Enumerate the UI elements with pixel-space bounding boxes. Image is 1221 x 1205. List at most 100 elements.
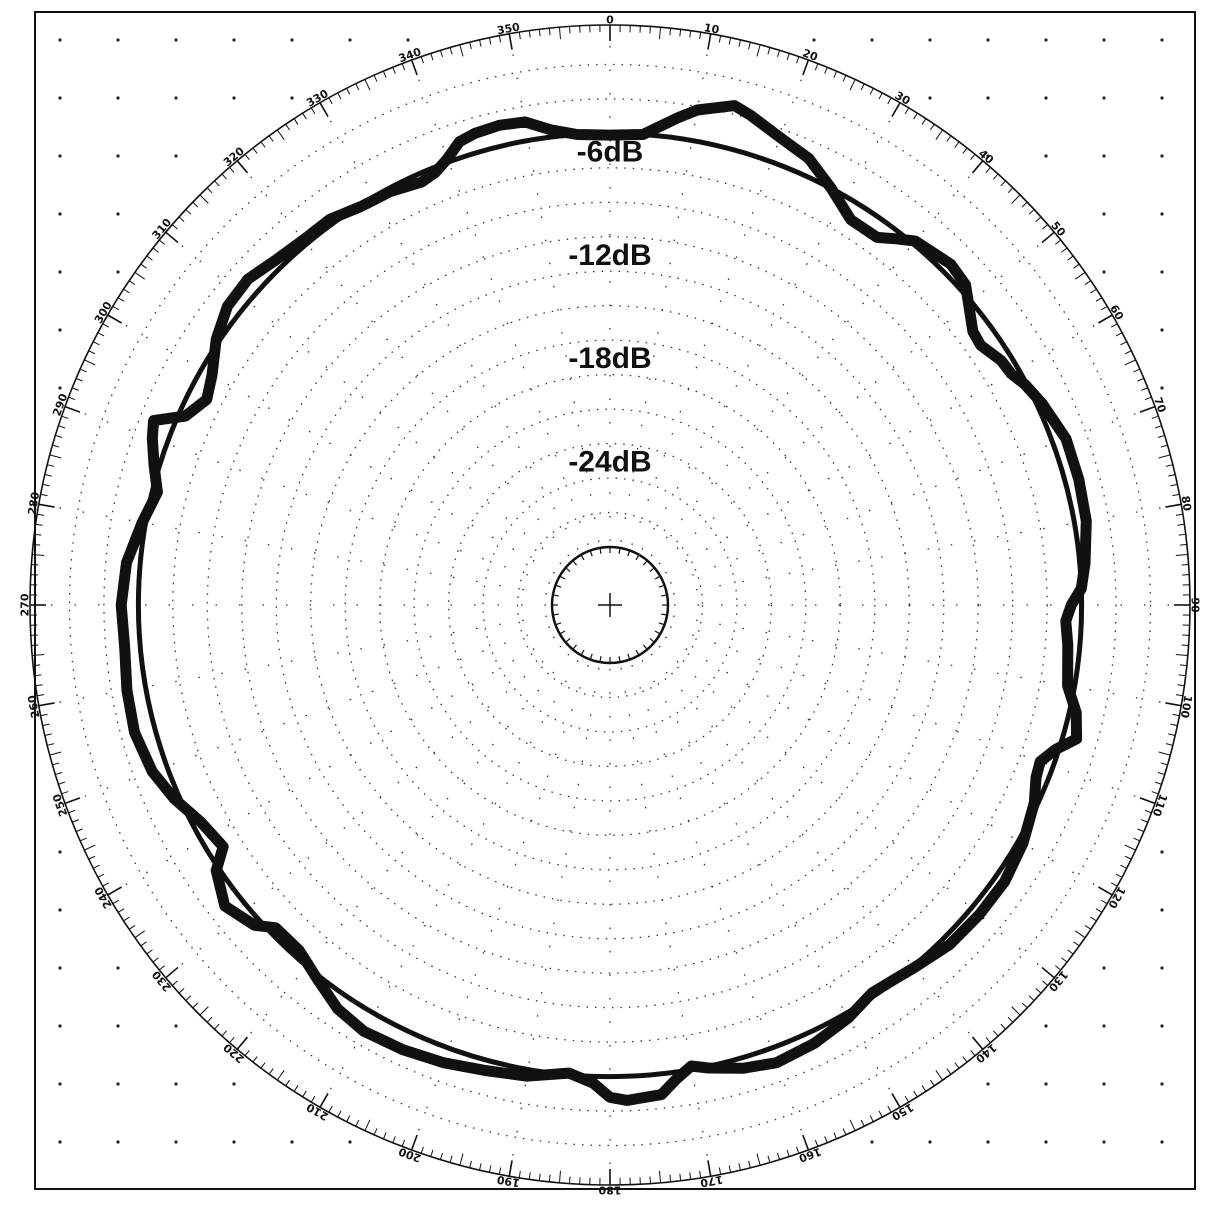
degree-tick: [221, 1030, 227, 1037]
degree-tick: [954, 1062, 960, 1069]
degree-tick: [214, 1023, 220, 1030]
degree-tick: [689, 30, 692, 38]
degree-tick: [1157, 434, 1165, 438]
grid-dot: [58, 850, 62, 854]
degree-tick: [833, 70, 838, 78]
degree-tick: [84, 844, 96, 851]
degree-tick: [1124, 855, 1132, 860]
degree-tick: [1165, 743, 1173, 746]
degree-tick: [971, 1036, 984, 1050]
degree-tick: [61, 791, 69, 795]
degree-tick: [260, 141, 266, 148]
center-dial-tick: [661, 613, 668, 616]
degree-tick: [913, 1090, 918, 1098]
grid-dot: [1160, 908, 1164, 912]
degree-tick: [58, 425, 66, 429]
degree-tick: [68, 809, 76, 814]
degree-tick: [558, 1170, 561, 1183]
center-dial-tick: [565, 637, 571, 643]
degree-tick: [285, 1079, 290, 1087]
grid-dot: [58, 212, 62, 216]
degree-tick: [993, 1030, 999, 1037]
degree-tick: [112, 899, 120, 905]
grid-dot: [1102, 270, 1106, 274]
degree-tick: [718, 1167, 722, 1175]
degree-tick: [1011, 194, 1021, 204]
degree-tick: [328, 1105, 333, 1113]
degree-tick: [84, 359, 96, 366]
degree-tick: [229, 1037, 235, 1044]
grid-dot: [348, 1140, 352, 1144]
degree-tick: [1061, 957, 1068, 963]
db-ring: [516, 511, 704, 699]
degree-tick: [728, 37, 732, 45]
degree-tick: [935, 1069, 944, 1081]
grid-dot: [58, 1024, 62, 1028]
degree-tick: [904, 107, 910, 115]
degree-tick: [777, 50, 781, 58]
degree-tick: [921, 1085, 927, 1092]
degree-tick: [538, 29, 541, 37]
degree-tick: [699, 1170, 702, 1178]
degree-tick: [679, 1173, 682, 1181]
degree-tick: [285, 123, 290, 131]
degree-tick: [1073, 941, 1080, 947]
grid-dot: [870, 1140, 874, 1144]
angle-tick-label: 180: [598, 1184, 621, 1197]
degree-tick: [738, 1163, 741, 1171]
grid-dot: [174, 1140, 178, 1144]
center-dial-tick: [589, 550, 593, 557]
degree-tick: [962, 147, 968, 154]
degree-tick: [796, 1146, 800, 1154]
grid-dot: [58, 966, 62, 970]
degree-tick: [337, 1110, 342, 1118]
degree-tick: [679, 29, 682, 37]
degree-tick: [128, 925, 136, 930]
degree-tick: [930, 1079, 935, 1087]
degree-tick: [756, 44, 761, 57]
degree-tick: [1160, 762, 1168, 766]
degree-tick: [97, 332, 105, 337]
db-ring: [482, 477, 738, 733]
degree-tick: [310, 1095, 316, 1103]
degree-tick: [192, 201, 199, 208]
center-dial-tick: [555, 622, 562, 626]
db-ring: [344, 339, 876, 871]
degree-tick: [1110, 323, 1118, 328]
db-ring: [275, 270, 945, 940]
center-dial-tick: [649, 567, 655, 573]
degree-tick: [58, 781, 66, 785]
degree-tick: [756, 1153, 761, 1166]
degree-tick: [1074, 271, 1086, 280]
grid-dot: [116, 1024, 120, 1028]
degree-tick: [97, 873, 105, 878]
grid-dot: [1160, 850, 1164, 854]
degree-tick: [107, 314, 122, 324]
angle-tick-label: 10: [703, 21, 721, 37]
grid-dot: [1160, 386, 1164, 390]
grid-dot: [1160, 38, 1164, 42]
grid-dot: [1102, 212, 1106, 216]
degree-tick: [1095, 908, 1103, 913]
degree-tick: [32, 553, 45, 556]
db-ring: [447, 442, 773, 768]
degree-tick: [954, 141, 960, 148]
degree-tick: [849, 79, 856, 91]
degree-tick: [528, 30, 531, 38]
grid-dot: [928, 96, 932, 100]
angle-tick-label: 190: [496, 1173, 521, 1190]
grid-dot: [1044, 96, 1048, 100]
degree-tick: [802, 1134, 810, 1151]
degree-tick: [469, 1160, 472, 1168]
degree-tick: [52, 762, 60, 766]
degree-tick: [1028, 209, 1035, 215]
grid-dot: [58, 38, 62, 42]
degree-tick: [123, 288, 130, 294]
degree-tick: [1151, 791, 1159, 795]
degree-tick: [1073, 263, 1080, 269]
degree-tick: [887, 1105, 892, 1113]
background-dot-grid: [58, 38, 1164, 1144]
degree-tick: [252, 1056, 258, 1063]
grid-dot: [232, 1082, 236, 1086]
